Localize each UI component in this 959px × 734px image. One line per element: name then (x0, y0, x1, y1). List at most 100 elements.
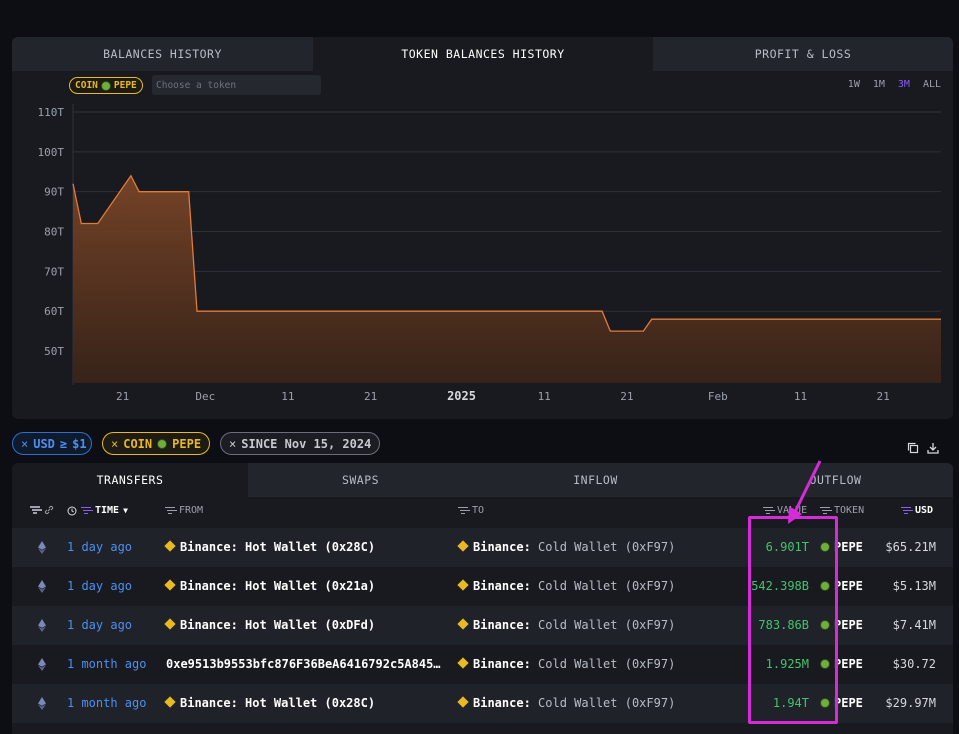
token-symbol: PEPE (834, 540, 863, 554)
from-filter-icon[interactable] (165, 506, 175, 515)
header-from-label: FROM (179, 505, 204, 516)
value-amount: 542.398B (751, 579, 809, 593)
x-tick-label: Feb (708, 390, 728, 403)
x-tick-label: 21 (364, 390, 377, 403)
copy-icon[interactable] (907, 442, 919, 454)
header-filters[interactable] (30, 505, 54, 515)
filter-icon[interactable] (30, 506, 40, 514)
coin-filter-chip-bottom[interactable]: × COIN PEPE (102, 432, 211, 455)
usd-filter-operator: ≥ (59, 436, 68, 451)
from-address[interactable]: Binance: Hot Wallet (0x28C) (180, 696, 376, 710)
tab-profit-loss[interactable]: PROFIT & LOSS (653, 37, 953, 71)
to-address[interactable]: Cold Wallet (0xF97) (538, 618, 676, 632)
time-range-selector: 1W 1M 3M ALL (848, 79, 941, 90)
range-3m[interactable]: 3M (897, 79, 910, 90)
time-link[interactable]: 1 month ago (67, 696, 147, 710)
pepe-token-icon (820, 659, 830, 669)
token-filter-icon[interactable] (820, 506, 830, 515)
y-tick-label: 70T (44, 265, 64, 278)
transfers-panel: TRANSFERS SWAPS INFLOW OUTFLOW TIME ▼ FR… (12, 463, 953, 734)
token-search-input[interactable] (152, 75, 321, 95)
usd-amount: $65.21M (885, 540, 936, 554)
to-address[interactable]: Cold Wallet (0xF97) (538, 657, 676, 671)
x-tick-label: 21 (877, 390, 890, 403)
to-entity[interactable]: Binance: (473, 618, 531, 632)
y-tick-label: 100T (38, 146, 65, 159)
from-address[interactable]: 0xe9513b9553bfc876F36BeA6416792c5A845… (166, 657, 441, 671)
tab-token-balances-history[interactable]: TOKEN BALANCES HISTORY (313, 37, 653, 71)
table-row[interactable]: 1 day ago Binance: Hot Wallet (0x28C) Bina… (12, 528, 953, 567)
y-tick-label: 110T (38, 106, 65, 119)
header-value[interactable]: VALUE (763, 505, 807, 516)
header-usd[interactable]: USD (901, 505, 933, 516)
time-link[interactable]: 1 day ago (67, 540, 133, 554)
usd-filter-icon[interactable] (901, 506, 911, 515)
time-link[interactable]: 1 month ago (67, 657, 147, 671)
clock-icon (67, 506, 77, 515)
table-row[interactable]: 1 month ago 0xe9513b9553bfc876F36BeA64167… (12, 645, 953, 684)
token-cell[interactable]: PEPE (820, 696, 863, 710)
from-address[interactable]: Binance: Hot Wallet (0xDFd) (180, 618, 376, 632)
to-address[interactable]: Cold Wallet (0xF97) (538, 696, 676, 710)
binance-icon (164, 579, 176, 591)
from-address[interactable]: Binance: Hot Wallet (0x28C) (180, 540, 376, 554)
to-entity[interactable]: Binance: (473, 579, 531, 593)
time-link[interactable]: 1 day ago (67, 579, 133, 593)
token-cell[interactable]: PEPE (820, 618, 863, 632)
header-to[interactable]: TO (458, 505, 484, 516)
tab-transfers[interactable]: TRANSFERS (12, 463, 248, 497)
header-token[interactable]: TOKEN (820, 505, 864, 516)
table-row[interactable]: 1 day ago Binance: Hot Wallet (0xDFd) Bina… (12, 606, 953, 645)
ethereum-chain-icon (38, 658, 46, 671)
value-filter-icon[interactable] (763, 506, 773, 515)
tab-outflow[interactable]: OUTFLOW (718, 463, 953, 497)
pepe-token-icon (820, 581, 830, 591)
time-filter-icon[interactable] (81, 506, 91, 515)
range-all[interactable]: ALL (922, 79, 941, 90)
token-cell[interactable]: PEPE (820, 657, 863, 671)
remove-since-filter-icon[interactable]: × (229, 436, 237, 451)
token-symbol: PEPE (834, 618, 863, 632)
from-address[interactable]: Binance: Hot Wallet (0x21a) (180, 579, 376, 593)
token-cell[interactable]: PEPE (820, 540, 863, 554)
token-balances-panel: BALANCES HISTORY TOKEN BALANCES HISTORY … (12, 37, 953, 419)
ethereum-chain-icon (38, 619, 46, 632)
usd-amount: $29.97M (885, 696, 936, 710)
tab-balances-history[interactable]: BALANCES HISTORY (12, 37, 313, 71)
y-tick-label: 80T (44, 226, 64, 239)
link-icon[interactable] (44, 505, 54, 515)
token-cell[interactable]: PEPE (820, 579, 863, 593)
time-link[interactable]: 1 day ago (67, 618, 133, 632)
range-1w[interactable]: 1W (847, 79, 860, 90)
remove-coin-filter-icon[interactable]: × (111, 436, 119, 451)
sort-desc-icon[interactable]: ▼ (123, 506, 128, 515)
y-tick-label: 90T (44, 186, 64, 199)
usd-amount: $5.13M (892, 579, 936, 593)
table-row[interactable]: 1 month ago Binance: Hot Wallet (0x28C) Bi… (12, 684, 953, 723)
tab-swaps[interactable]: SWAPS (248, 463, 473, 497)
to-entity[interactable]: Binance: (473, 540, 531, 554)
to-entity[interactable]: Binance: (473, 696, 531, 710)
to-address[interactable]: Cold Wallet (0xF97) (538, 579, 676, 593)
coin-filter-chip[interactable]: COIN PEPE (69, 77, 143, 94)
header-token-label: TOKEN (834, 505, 865, 516)
to-entity[interactable]: Binance: (473, 657, 531, 671)
header-from[interactable]: FROM (165, 505, 203, 516)
usd-filter-label: USD (33, 436, 55, 451)
table-row[interactable]: 1 day ago Binance: Hot Wallet (0x21a) Bina… (12, 567, 953, 606)
chart-tabs: BALANCES HISTORY TOKEN BALANCES HISTORY … (12, 37, 953, 71)
usd-filter-chip[interactable]: × USD ≥ $1 (12, 432, 92, 455)
binance-icon (164, 540, 176, 552)
download-icon[interactable] (927, 442, 939, 454)
token-symbol: PEPE (834, 657, 863, 671)
to-address[interactable]: Cold Wallet (0xF97) (538, 540, 676, 554)
token-symbol: PEPE (834, 579, 863, 593)
x-tick-label: 11 (281, 390, 294, 403)
value-amount: 783.86B (758, 618, 809, 632)
since-filter-chip[interactable]: × SINCE Nov 15, 2024 (220, 432, 381, 455)
header-time[interactable]: TIME ▼ (67, 505, 128, 516)
to-filter-icon[interactable] (458, 506, 468, 515)
tab-inflow[interactable]: INFLOW (473, 463, 718, 497)
range-1m[interactable]: 1M (872, 79, 885, 90)
remove-usd-filter-icon[interactable]: × (21, 436, 29, 451)
